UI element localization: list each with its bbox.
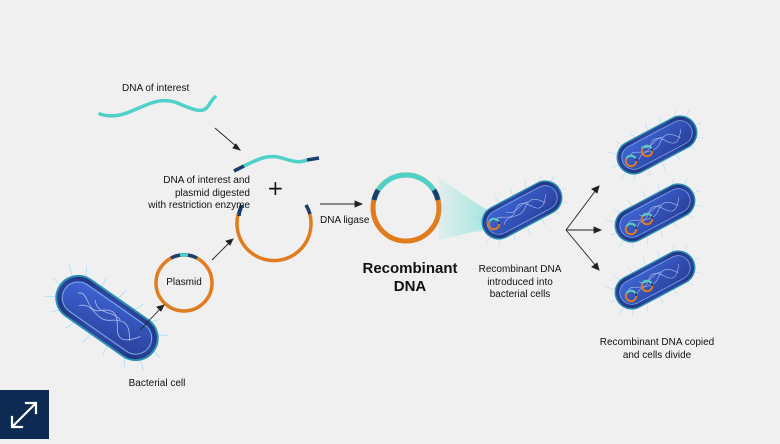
label-bacterial-cell: Bacterial cell [128,378,186,389]
arrow-dna-to-digested [214,127,242,151]
label-dna-ligase: DNA ligase [320,215,370,226]
label-dna-of-interest: DNA of interest [122,83,190,94]
label-recombinant-dna: Recombinant DNA [362,260,458,295]
arrow-to-recombinant [320,200,364,208]
label-copied: Recombinant DNA copied and cells divide [599,337,715,361]
arrow-cell-to-plasmid [139,304,165,331]
plasmid-circle [154,253,214,313]
expand-arrows-icon [10,401,38,429]
label-digested: DNA of interest and plasmid digested wit… [148,175,250,211]
arrow-plasmid-to-open [211,238,234,261]
open-plasmid [235,204,313,263]
expand-button[interactable] [0,390,49,439]
plus-sign: + [267,176,284,200]
divided-bacterium-bottom [597,233,712,327]
digested-dna-fragment [233,154,320,173]
divided-bacterium-middle [597,166,712,260]
label-introduced: Recombinant DNA introduced into bacteria… [478,264,562,300]
recombinant-dna-circle [370,172,442,244]
dna-of-interest-strand [98,95,217,118]
label-plasmid: Plasmid [166,277,202,288]
branch-arrows [565,185,603,271]
divided-bacterium-top [599,98,714,192]
